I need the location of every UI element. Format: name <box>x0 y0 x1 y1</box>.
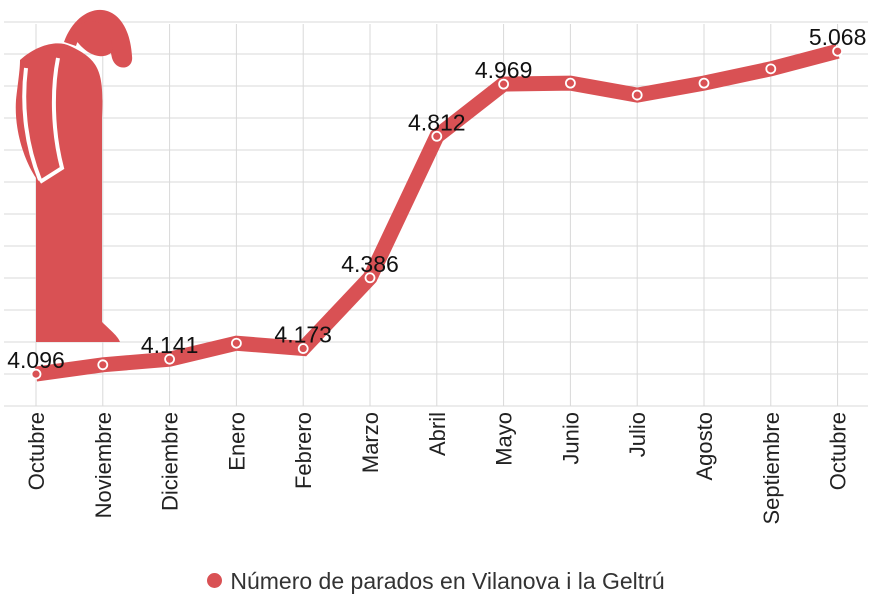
x-tick-label: Noviembre <box>91 412 116 518</box>
legend-label: Número de parados en Vilanova i la Geltr… <box>230 568 665 594</box>
x-axis-ticks: Octubre Noviembre Diciembre Enero Febrero Mar… <box>24 412 851 525</box>
x-tick-label: Febrero <box>291 412 316 489</box>
data-point[interactable] <box>765 63 777 75</box>
data-point[interactable] <box>297 343 309 354</box>
data-point[interactable] <box>631 89 643 101</box>
x-tick-label: Julio <box>625 412 650 457</box>
x-tick-label: Diciembre <box>158 412 183 511</box>
data-points <box>30 45 843 380</box>
x-tick-label: Abril <box>425 412 450 456</box>
legend-marker <box>207 573 223 589</box>
legend[interactable]: Número de parados en Vilanova i la Geltr… <box>0 568 872 595</box>
line-chart: 4.096 4.141 4.173 4.386 4.812 4.969 5.068 Octu… <box>4 9 868 525</box>
data-label: 4.812 <box>408 109 466 135</box>
data-point[interactable] <box>30 368 42 380</box>
data-point[interactable] <box>364 272 376 284</box>
data-point[interactable] <box>431 130 443 142</box>
x-tick-label: Octubre <box>826 412 851 490</box>
x-tick-label: Marzo <box>358 412 383 473</box>
data-point[interactable] <box>164 353 176 365</box>
x-tick-label: Agosto <box>692 412 717 481</box>
standing-person-icon <box>15 9 133 342</box>
data-labels: 4.096 4.141 4.173 4.386 4.812 4.969 5.068 <box>7 24 866 373</box>
data-label: 4.096 <box>7 347 65 373</box>
data-point[interactable] <box>565 77 576 89</box>
x-tick-label: Enero <box>224 412 249 471</box>
x-tick-label: Mayo <box>492 412 517 466</box>
data-label: 5.068 <box>809 24 867 50</box>
x-tick-label: Junio <box>558 412 583 465</box>
data-point[interactable] <box>97 359 109 371</box>
data-point[interactable] <box>230 337 242 349</box>
data-point[interactable] <box>498 78 510 90</box>
data-label: 4.141 <box>141 332 199 358</box>
x-tick-label: Septiembre <box>759 412 784 525</box>
data-label: 4.386 <box>341 251 399 277</box>
data-point[interactable] <box>698 77 710 89</box>
data-label: 4.969 <box>475 57 533 83</box>
data-label: 4.173 <box>274 322 332 348</box>
x-tick-label: Octubre <box>24 412 49 490</box>
data-point[interactable] <box>832 45 843 57</box>
